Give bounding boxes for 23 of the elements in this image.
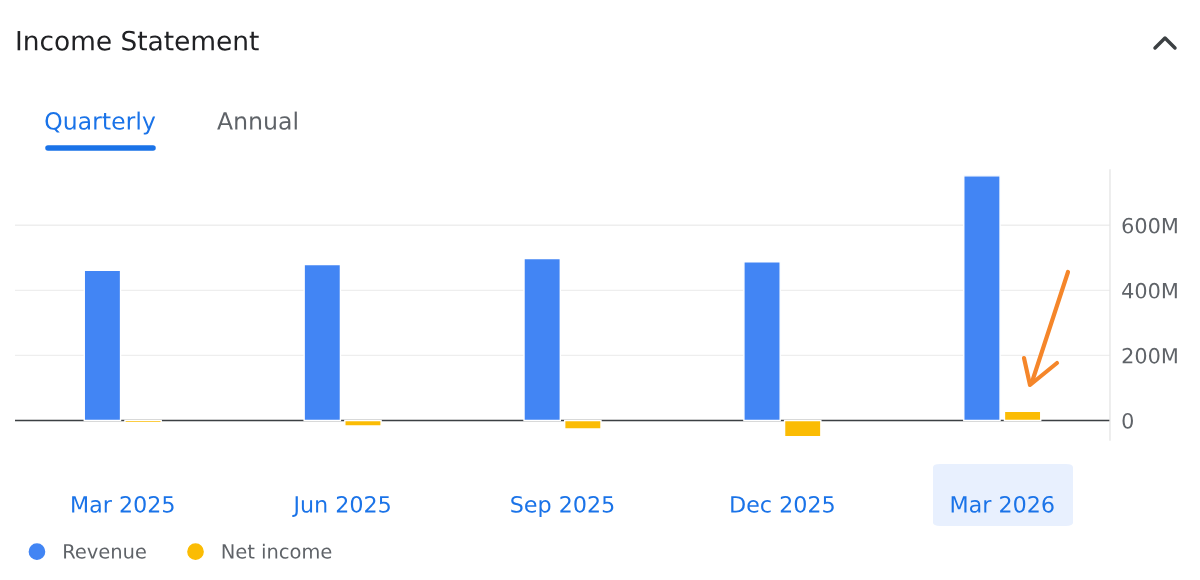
text: Annual — [217, 111, 297, 130]
legend-label: Revenue — [64, 544, 146, 559]
x-tick-label: Jun 2025 — [292, 495, 390, 517]
y-tick-label: 600M — [1122, 217, 1177, 234]
bar — [963, 175, 1001, 422]
bar — [743, 261, 781, 422]
bar — [783, 419, 822, 438]
bar — [303, 263, 342, 422]
x-tick-label: Mar 2025 — [72, 495, 174, 513]
bar — [564, 419, 602, 430]
y-tick-label: 400M — [1122, 282, 1177, 299]
x-tick-label: Mar 2026 — [951, 495, 1054, 513]
text: Quarterly — [45, 111, 156, 135]
bar — [523, 257, 561, 422]
x-tick-label: Dec 2025 — [731, 495, 834, 513]
chart-title: Income Statement — [17, 30, 259, 51]
legend-label: Net income — [222, 543, 332, 559]
bar — [1003, 410, 1042, 422]
bar — [83, 269, 122, 422]
x-tick-label: Sep 2025 — [511, 495, 614, 518]
bar — [344, 419, 382, 427]
y-tick-label: 0 — [1122, 412, 1133, 429]
y-tick-label: 200M — [1122, 347, 1177, 364]
